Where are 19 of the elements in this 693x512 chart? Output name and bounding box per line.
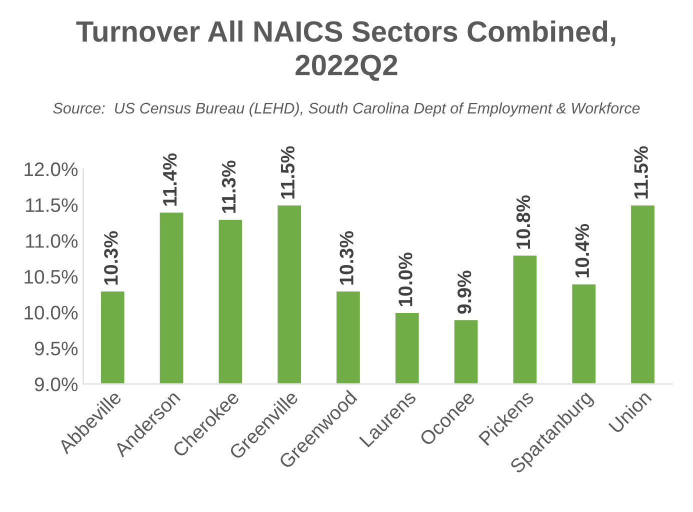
y-tick-label: 10.0% (24, 306, 78, 320)
data-label: 11.3% (222, 160, 236, 213)
source-note: Source: US Census Bureau (LEHD), South Carolina Dept of Employment & Workforce (53, 102, 640, 117)
data-label: 11.5% (634, 146, 648, 199)
y-tick-label: 9.0% (34, 377, 78, 392)
chart-title: Turnover All NAICS Sectors Combined, 2022Q2 (76, 20, 616, 81)
data-label: 10.8% (516, 195, 530, 249)
data-label: 10.0% (398, 252, 412, 306)
y-tick-label: 10.5% (24, 270, 78, 284)
data-label: 10.4% (575, 224, 590, 278)
data-label: 11.4% (163, 153, 177, 206)
y-tick-label: 11.5% (26, 198, 78, 212)
data-label: 10.3% (340, 231, 354, 285)
data-label: 11.5% (280, 146, 295, 199)
data-label: 9.9% (457, 270, 472, 314)
y-tick-label: 9.5% (34, 342, 78, 356)
data-label: 10.3% (104, 231, 118, 285)
y-tick-label: 11.0% (26, 234, 78, 248)
y-tick-label: 12.0% (24, 162, 78, 176)
